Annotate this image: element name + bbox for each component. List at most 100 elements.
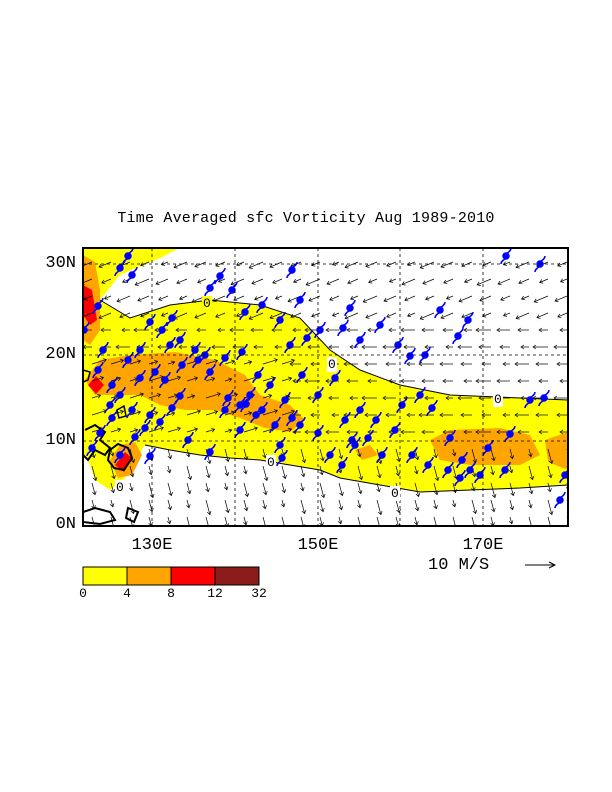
wind-vector — [376, 516, 380, 526]
wind-vector-head — [103, 295, 109, 300]
wind-vector — [500, 295, 511, 301]
wind-vector-head — [193, 427, 199, 432]
wind-vector-head — [440, 263, 445, 269]
wind-vector — [357, 448, 361, 457]
typhoon-symbol-icon — [312, 424, 324, 442]
wind-vector — [300, 499, 305, 514]
wind-vector-head — [508, 469, 514, 474]
wind-vector-head — [229, 327, 234, 333]
wind-vector — [547, 516, 551, 526]
wind-vector — [249, 312, 264, 320]
wind-vector-head — [167, 506, 173, 511]
typhoon-symbol-icon — [336, 456, 348, 474]
wind-vector — [477, 278, 492, 286]
wind-vector — [91, 359, 107, 365]
wind-vector-head — [338, 506, 344, 511]
wind-vector — [148, 376, 164, 382]
wind-vector-head — [171, 411, 176, 416]
wind-vector-head — [325, 429, 330, 435]
wind-vector — [401, 278, 416, 285]
wind-vector-head — [481, 361, 486, 367]
wind-vector-field — [83, 261, 568, 526]
wind-vector — [119, 312, 131, 318]
wind-vector — [262, 516, 266, 526]
wind-vector-head — [149, 493, 155, 499]
wind-vector — [110, 499, 114, 507]
typhoon-symbol-icon — [274, 311, 286, 329]
wind-vector-head — [376, 488, 381, 493]
wind-vector — [509, 465, 513, 473]
wind-vector — [311, 312, 321, 317]
wind-vector-head — [155, 280, 160, 286]
typhoon-symbol-icon — [86, 439, 98, 457]
wind-vector-head — [404, 297, 409, 302]
typhoon-symbol-icon — [239, 303, 251, 321]
wind-vector-head — [156, 393, 162, 398]
vorticity-band-8-12 — [88, 376, 104, 394]
wind-vector-head — [434, 491, 439, 496]
typhoon-symbol-icon — [456, 451, 468, 469]
wind-vector — [357, 482, 362, 494]
wind-vector-head — [403, 344, 408, 350]
wind-vector-head — [439, 412, 444, 418]
typhoon-symbol-icon — [204, 279, 216, 297]
wind-vector-head — [116, 427, 122, 433]
typhoon-symbol-icon — [164, 336, 176, 354]
wind-vector-head — [463, 429, 468, 435]
wind-vector-head — [308, 297, 313, 302]
contour-label: 0 — [327, 357, 337, 372]
wind-vector-head — [538, 378, 543, 384]
wind-vector-head — [433, 454, 438, 459]
wind-vector — [534, 295, 549, 303]
wind-vector — [167, 376, 181, 382]
wind-vector — [98, 312, 112, 319]
wind-vector-head — [262, 505, 267, 510]
wind-vector-head — [559, 327, 564, 333]
plot-frame — [82, 247, 569, 527]
wind-vector-head — [481, 412, 486, 418]
wind-vector — [319, 465, 323, 475]
wind-vector-head — [475, 327, 480, 333]
wind-vector-head — [197, 279, 202, 284]
wind-vector — [440, 312, 454, 319]
wind-vector-head — [99, 376, 105, 381]
wind-vector — [326, 278, 340, 285]
wind-vector-head — [191, 394, 196, 399]
wind-vector-head — [401, 281, 406, 286]
typhoon-symbol-icon — [192, 351, 204, 369]
typhoon-symbol-icon — [404, 347, 416, 365]
wind-vector-head — [490, 471, 495, 476]
wind-vector — [281, 377, 292, 382]
wind-vector — [186, 499, 190, 508]
wind-vector-head — [357, 504, 362, 509]
wind-vector-head — [400, 378, 405, 384]
wind-vector-head — [418, 361, 423, 367]
wind-vector-head — [421, 429, 426, 435]
wind-vector — [129, 393, 144, 399]
wind-vector-head — [362, 298, 367, 303]
wind-vector-head — [407, 261, 412, 267]
wind-vector — [272, 278, 283, 284]
wind-vector — [83, 278, 93, 284]
typhoon-symbol-icon — [324, 446, 336, 464]
wind-vector-head — [385, 361, 390, 367]
wind-vector — [497, 278, 511, 285]
wind-vector-head — [311, 313, 316, 318]
wind-vector — [269, 261, 283, 268]
wind-vector-head — [310, 361, 315, 367]
wind-vector — [281, 482, 285, 493]
wind-vector-head — [253, 426, 258, 431]
typhoon-symbol-icon — [524, 391, 536, 409]
wind-vector — [167, 361, 175, 365]
typhoon-symbol-icon — [144, 447, 156, 465]
wind-vector-head — [491, 457, 496, 462]
colorbar-label: 4 — [123, 586, 131, 601]
wind-vector — [509, 516, 513, 524]
wind-vector-head — [92, 476, 98, 482]
wind-vector — [547, 499, 553, 515]
typhoon-symbol-icon — [346, 431, 358, 449]
wind-vector-head — [419, 264, 424, 269]
wind-vector — [509, 499, 513, 510]
wind-vector-head — [502, 361, 507, 367]
typhoon-symbol-icon — [454, 469, 466, 487]
